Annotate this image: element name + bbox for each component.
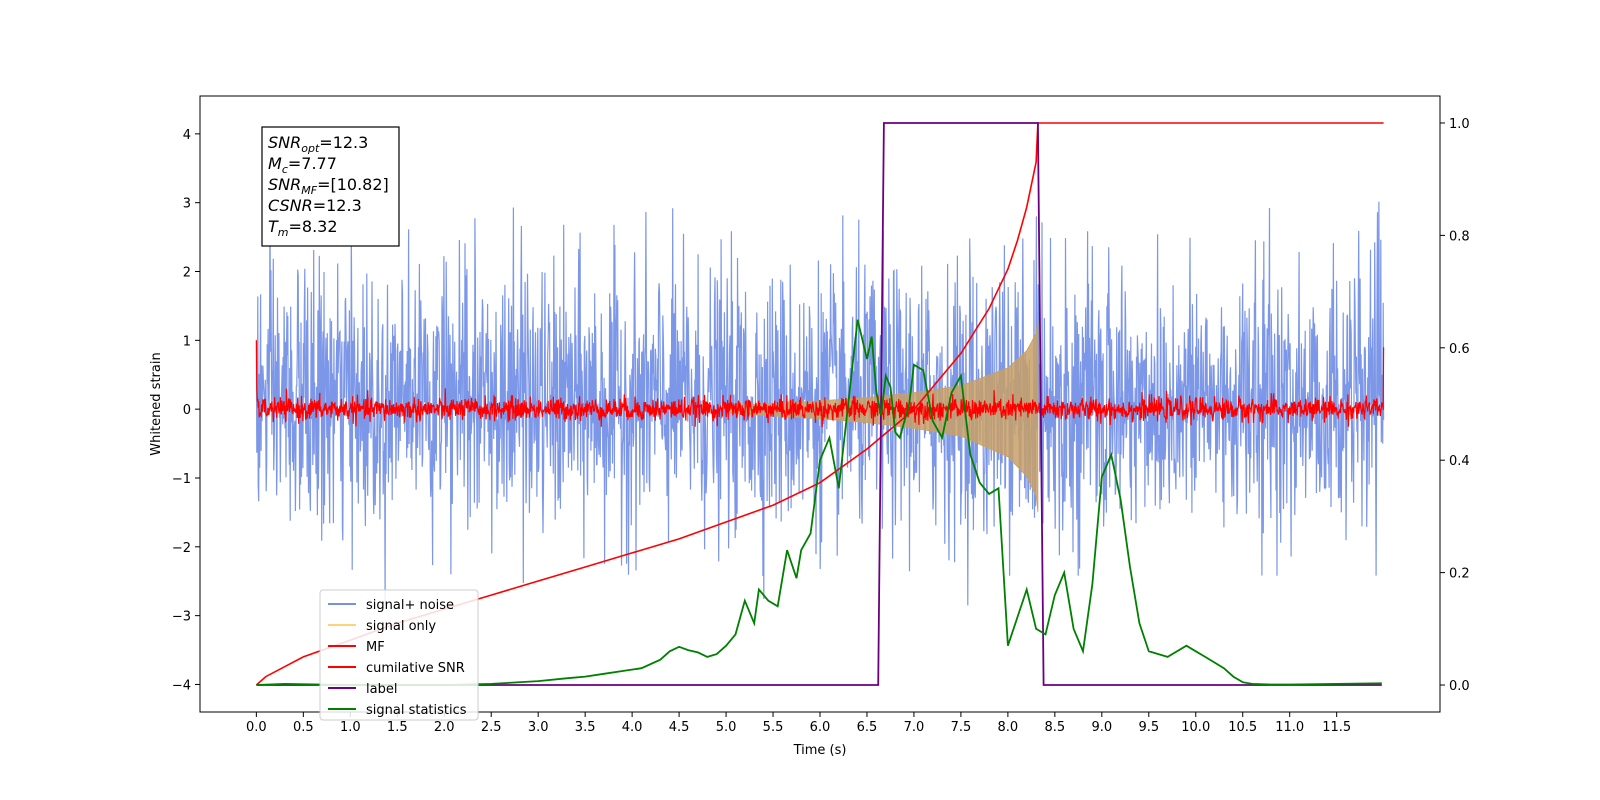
x-tick-label: 9.5: [1138, 720, 1159, 735]
y-axis-right: 0.0 0.2 0.4 0.6 0.8 1.0: [1440, 117, 1470, 694]
x-tick-label: 9.0: [1091, 720, 1112, 735]
x-tick-label: 8.0: [998, 720, 1019, 735]
x-tick-label: 1.0: [340, 720, 361, 735]
x-tick-label: 3.5: [575, 720, 596, 735]
x-tick-label: 6.5: [857, 720, 878, 735]
y2-tick-label: 1.0: [1449, 117, 1470, 132]
x-tick-label: 4.0: [622, 720, 643, 735]
legend-frame: [319, 589, 479, 721]
y2-tick-label: 0.8: [1449, 229, 1470, 244]
signal-noise-series: [255, 201, 1385, 606]
y-tick-label: 0: [183, 403, 191, 418]
y2-tick-label: 0.2: [1449, 567, 1470, 582]
legend: signal+ noise signal only MF cumilative SNR…: [319, 589, 479, 721]
x-tick-label: 11.0: [1275, 720, 1304, 735]
x-tick-label: 11.5: [1322, 720, 1351, 735]
legend-label: MF: [366, 640, 385, 655]
annotation-line: SNRMF=[10.82]: [268, 175, 389, 197]
x-tick-label: 2.0: [434, 720, 455, 735]
x-tick-label: 7.5: [951, 720, 972, 735]
y2-tick-label: 0.0: [1449, 679, 1470, 694]
annotation-line: Tm=8.32: [268, 217, 338, 239]
y-tick-label: 2: [183, 266, 191, 281]
y2-tick-label: 0.4: [1449, 454, 1470, 469]
y-tick-label: 1: [183, 334, 191, 349]
x-tick-label: 0.5: [293, 720, 314, 735]
y-tick-label: −2: [172, 541, 191, 556]
x-tick-label: 6.0: [810, 720, 831, 735]
signal-statistics-series: [256, 319, 1382, 686]
annotation-box: SNRopt=12.3Mc=7.77SNRMF=[10.82]CSNR=12.3…: [261, 126, 400, 247]
x-tick-label: 0.0: [246, 720, 267, 735]
annotation-frame: [261, 126, 400, 247]
x-tick-label: 1.5: [387, 720, 408, 735]
y-tick-label: −3: [172, 610, 191, 625]
x-tick-label: 5.5: [763, 720, 784, 735]
signal-only-series: [725, 319, 1039, 513]
mf-series: [255, 340, 1385, 428]
y-tick-label: 3: [183, 197, 191, 212]
x-tick-label: 3.0: [528, 720, 549, 735]
x-axis: 0.0 0.5 1.0 1.5 2.0 2.5 3.0 3.5 4.0 4.5 5.0 5.5 6.0 6…: [246, 712, 1351, 735]
x-axis-label: Time (s): [793, 743, 847, 758]
x-tick-label: 10.0: [1181, 720, 1210, 735]
x-tick-label: 10.5: [1228, 720, 1257, 735]
x-tick-label: 4.5: [669, 720, 690, 735]
y-tick-label: −4: [172, 678, 191, 693]
y-tick-label: −1: [172, 472, 191, 487]
x-tick-label: 2.5: [481, 720, 502, 735]
x-tick-label: 8.5: [1045, 720, 1066, 735]
label-series: [256, 122, 1382, 686]
annotation-line: SNRopt=12.3: [268, 133, 368, 155]
annotation-line: Mc=7.77: [268, 154, 337, 176]
annotation-line: CSNR=12.3: [268, 196, 362, 215]
legend-label: signal statistics: [366, 703, 467, 718]
x-tick-label: 7.0: [904, 720, 925, 735]
legend-label: cumilative SNR: [366, 661, 465, 676]
x-tick-label: 5.0: [716, 720, 737, 735]
y-tick-label: 4: [183, 128, 191, 143]
y-axis-label: Whitened strain: [149, 352, 164, 455]
legend-label: label: [366, 682, 397, 697]
legend-label: signal+ noise: [366, 598, 454, 613]
legend-label: signal only: [366, 619, 436, 634]
y-axis-left: −4 −3 −2 −1 0 1 2 3 4: [172, 128, 200, 693]
y2-tick-label: 0.6: [1449, 342, 1470, 357]
